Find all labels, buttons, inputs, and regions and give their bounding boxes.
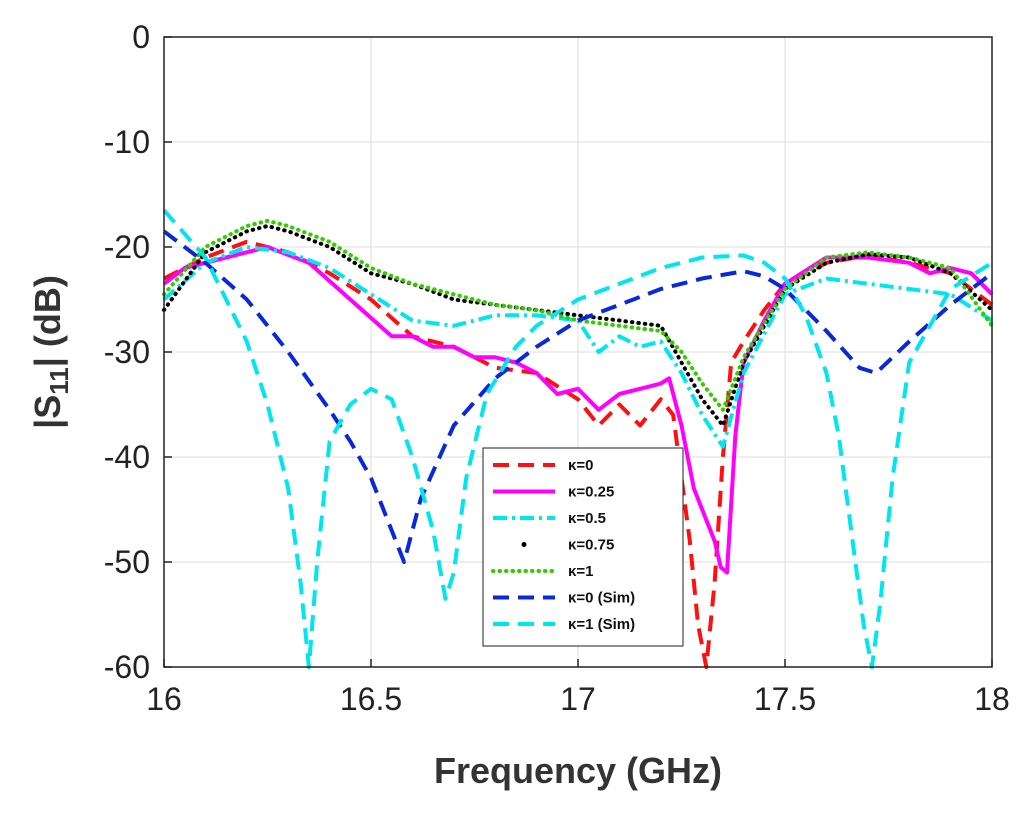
x-tick-label: 16 bbox=[146, 681, 182, 717]
x-tick-label: 18 bbox=[974, 681, 1010, 717]
y-tick-label: -20 bbox=[104, 229, 150, 265]
legend-label-4: κ=1 bbox=[568, 563, 593, 580]
legend-label-3: κ=0.75 bbox=[568, 537, 614, 554]
y-tick-label: -50 bbox=[104, 544, 150, 580]
y-tick-label: -40 bbox=[104, 439, 150, 475]
series-layer bbox=[162, 208, 994, 669]
series-line-4 bbox=[162, 218, 994, 412]
y-axis-title: |S11| (dB) bbox=[27, 275, 74, 429]
series-line-2 bbox=[162, 245, 994, 449]
x-tick-label: 17 bbox=[560, 681, 596, 717]
y-axis-title-main: |S bbox=[27, 395, 69, 429]
series-line-3 bbox=[162, 224, 994, 428]
legend-label-1: κ=0.25 bbox=[568, 484, 614, 501]
series-line-6 bbox=[162, 208, 994, 669]
x-tick-label: 16.5 bbox=[340, 681, 402, 717]
series-line-5 bbox=[162, 229, 994, 564]
legend-box bbox=[482, 447, 684, 647]
y-axis-title-tail: | (dB) bbox=[27, 275, 69, 367]
y-tick-label: -10 bbox=[104, 124, 150, 160]
legend-swatch-3 bbox=[521, 542, 527, 547]
legend-label-0: κ=0 bbox=[568, 457, 593, 474]
legend-label-2: κ=0.5 bbox=[568, 510, 606, 527]
ticks: 16 16.5 17 17.5 18 0 -10 -20 -30 -40 -50 -60 bbox=[104, 19, 1010, 717]
y-tick-label: 0 bbox=[132, 19, 150, 55]
legend: κ=0 κ=0.25 κ=0.5 κ=0.75 κ=1 κ=0 (Sim) κ=1 (Sim… bbox=[482, 447, 684, 647]
y-axis-title-subscript: 11 bbox=[44, 367, 74, 395]
x-axis-title: Frequency (GHz) bbox=[434, 750, 722, 791]
x-tick-label: 17.5 bbox=[754, 681, 816, 717]
legend-label-5: κ=0 (Sim) bbox=[568, 590, 635, 607]
y-tick-label: -30 bbox=[104, 334, 150, 370]
legend-label-6: κ=1 (Sim) bbox=[568, 616, 635, 633]
y-tick-label: -60 bbox=[104, 649, 150, 685]
